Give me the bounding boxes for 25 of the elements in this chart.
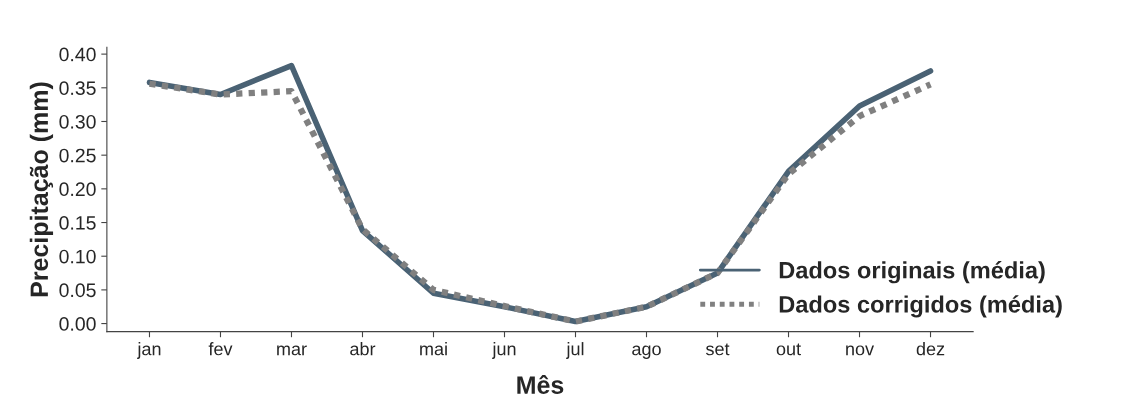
y-tick-label: 0.40 [59, 47, 96, 62]
y-tick-label: 0.25 [59, 148, 96, 163]
y-tick-label: 0.35 [59, 81, 96, 96]
x-tick-label: jun [492, 342, 516, 359]
y-tick-label: 0.20 [59, 182, 96, 197]
legend-label: Dados originais (média) [779, 261, 1045, 284]
x-tick-label: mai [420, 342, 447, 356]
y-tick-label: 0.10 [59, 249, 96, 264]
x-tick-label: set [705, 343, 730, 356]
y-tick-label: 0.00 [59, 317, 96, 331]
x-tick-label: out [776, 343, 801, 356]
x-tick-label: dez [916, 342, 945, 356]
x-tick-label: nov [846, 345, 875, 356]
x-tick-label: ago [632, 345, 661, 359]
legend-label: Dados corrigidos (média) [779, 295, 1062, 318]
y-tick-label: 0.30 [59, 114, 96, 129]
x-tick-label: mar [277, 345, 307, 356]
x-axis-title: Mês [517, 375, 564, 394]
y-axis-title: Precipitação (mm) [29, 82, 54, 297]
x-tick-label: fev [208, 342, 233, 356]
y-tick-label: 0.15 [59, 216, 96, 230]
x-tick-label: jan [136, 342, 161, 359]
x-tick-label: jul [566, 342, 584, 359]
y-tick-label: 0.05 [59, 283, 96, 298]
x-tick-label: abr [350, 342, 376, 356]
